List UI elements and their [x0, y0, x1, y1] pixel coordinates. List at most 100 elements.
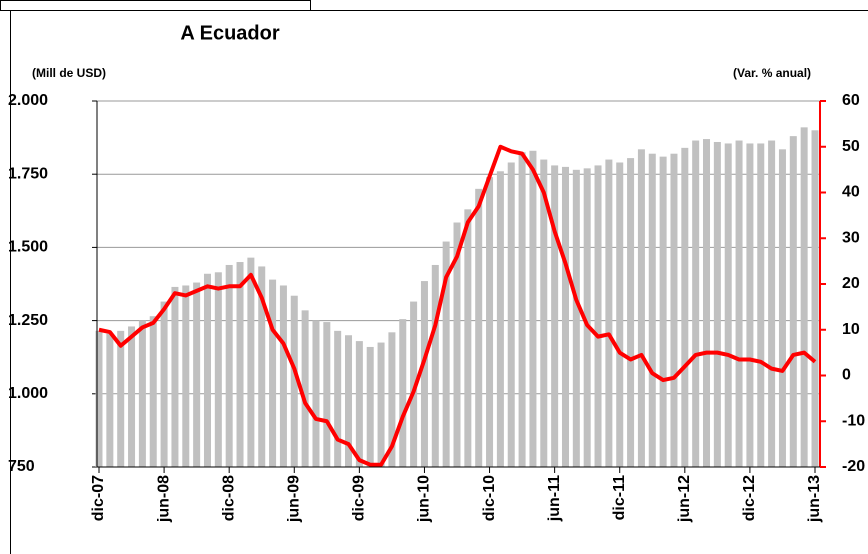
line — [98, 144, 817, 467]
bar — [703, 139, 711, 467]
bar — [203, 273, 211, 467]
y-tick-label: 2.000 — [8, 92, 48, 109]
bar — [128, 326, 136, 467]
x-tick-label: dic-09 — [351, 475, 368, 521]
bar — [659, 156, 667, 467]
y-tick-label: 1.000 — [8, 385, 48, 402]
y2-tick-label: -20 — [842, 458, 865, 475]
bar — [572, 169, 580, 468]
bar — [399, 319, 407, 467]
bar — [431, 264, 439, 467]
bar — [540, 159, 548, 467]
bar — [800, 127, 808, 468]
bar — [735, 140, 743, 467]
x-tick-label: jun-09 — [285, 475, 302, 523]
bar — [182, 285, 190, 467]
y-tick-label: 750 — [8, 458, 35, 475]
bar — [518, 152, 526, 468]
bar — [561, 166, 569, 467]
x-tick-label: jun-12 — [676, 475, 693, 523]
x-tick-label: dic-11 — [611, 475, 628, 520]
bar — [670, 153, 678, 468]
bar — [160, 301, 168, 467]
bar — [583, 168, 591, 467]
y-tick-label: 1.500 — [8, 239, 48, 256]
bar — [193, 282, 201, 467]
bar — [355, 341, 363, 467]
x-tick-label: dic-08 — [220, 475, 237, 521]
x-tick-label: dic-07 — [90, 475, 107, 521]
bar — [138, 320, 146, 467]
bar — [496, 171, 504, 467]
bar — [236, 262, 244, 467]
bar — [605, 159, 613, 467]
bar — [713, 141, 721, 467]
y2-tick-label: 20 — [842, 275, 860, 292]
bar — [95, 330, 103, 467]
bar — [290, 295, 298, 467]
bar — [486, 177, 494, 468]
bar — [269, 279, 277, 467]
bar — [377, 342, 385, 467]
bar — [811, 130, 819, 467]
y2-tick-label: 60 — [842, 92, 860, 109]
bar — [442, 241, 450, 467]
bar — [388, 332, 396, 467]
bar — [768, 140, 776, 467]
bar — [724, 143, 732, 467]
x-tick-label: dic-10 — [481, 475, 498, 521]
bar — [420, 281, 428, 467]
bar — [117, 330, 125, 467]
x-tick-label: jun-11 — [546, 475, 563, 522]
bar — [507, 162, 515, 467]
bar — [464, 209, 472, 467]
y2-tick-label: 50 — [842, 138, 860, 155]
bar — [648, 153, 656, 468]
bar — [551, 165, 559, 467]
bar — [345, 335, 353, 467]
bar — [529, 150, 537, 467]
bar — [746, 143, 754, 467]
chart-frame — [10, 10, 868, 554]
chart-title: A Ecuador — [180, 22, 279, 44]
bar — [778, 149, 786, 467]
bar — [637, 149, 645, 467]
corner-box — [0, 0, 311, 11]
bar — [757, 143, 765, 467]
y-tick-label: 1.750 — [8, 165, 48, 182]
y2-axis-label: (Var. % anual) — [733, 66, 811, 80]
bar — [214, 272, 222, 467]
y2-tick-label: 10 — [842, 321, 860, 338]
bar — [410, 301, 418, 467]
bar — [225, 264, 233, 467]
x-tick-label: dic-12 — [741, 475, 758, 521]
y-tick-label: 1.250 — [8, 312, 48, 329]
bar — [149, 316, 157, 467]
bar — [247, 257, 255, 467]
bar — [475, 188, 483, 467]
bar — [258, 266, 266, 467]
bar — [312, 320, 320, 467]
bar — [594, 165, 602, 467]
bar — [789, 136, 797, 468]
bar — [681, 147, 689, 467]
y2-tick-label: 40 — [842, 184, 860, 201]
bar — [323, 322, 331, 467]
bar — [106, 333, 114, 467]
x-tick-label: jun-13 — [806, 475, 823, 523]
bar — [366, 346, 374, 467]
x-tick-label: jun-08 — [155, 475, 172, 523]
y2-tick-label: -10 — [842, 412, 865, 429]
bar — [279, 285, 287, 467]
bar — [171, 286, 179, 467]
bar — [627, 158, 635, 467]
bar — [334, 330, 342, 467]
y-axis-label: (Mill de USD) — [32, 66, 106, 80]
y2-tick-label: 30 — [842, 229, 860, 246]
y2-tick-label: 0 — [842, 367, 851, 384]
x-tick-label: jun-10 — [416, 475, 433, 523]
bar — [616, 162, 624, 467]
bar — [453, 222, 461, 467]
bar — [301, 310, 309, 467]
